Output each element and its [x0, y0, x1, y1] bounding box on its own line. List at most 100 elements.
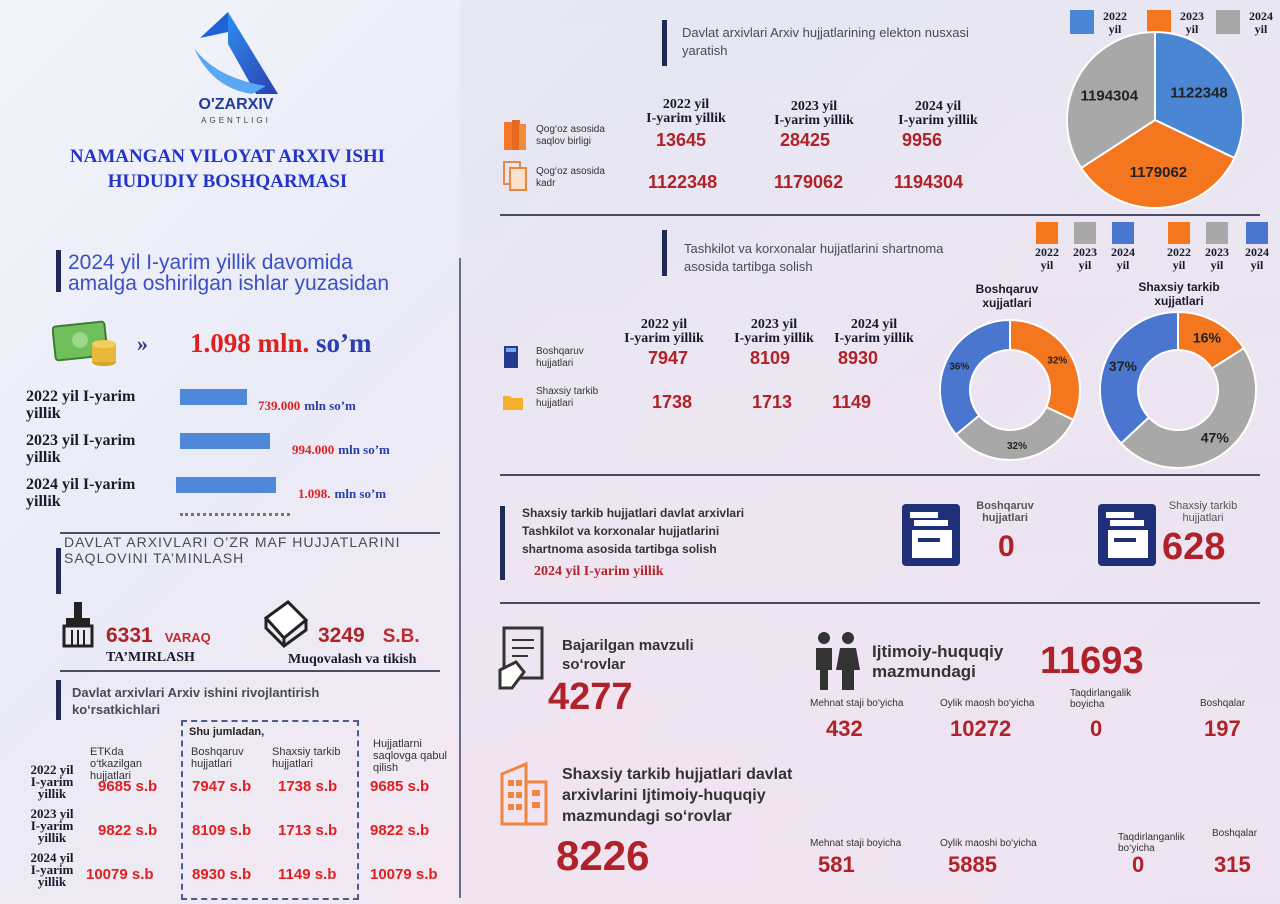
org-title: NAMANGAN VILOYAT ARXIV ISHI HUDUDIY BOSH…: [0, 144, 455, 194]
summary-row-value: 1.098. mln so’m: [298, 486, 386, 502]
pie-label: 32%: [1047, 355, 1067, 366]
folder-icon: [502, 392, 524, 417]
pie-label: 1194304: [1081, 87, 1139, 104]
org-title-line-2: HUDUDIY BOSHQARMASI: [107, 171, 348, 192]
legend-label-line-1: 2024: [1111, 245, 1135, 259]
stat-value: 197: [1204, 716, 1241, 741]
contracts-row-label: Boshqaruv hujjatlari: [536, 346, 584, 370]
brush-icon: [60, 600, 96, 655]
stat-label: Taqdirlanganlik bo‘yicha: [1118, 832, 1185, 854]
thematic-label-line-1: Bajarilgan mavzuli: [562, 637, 694, 654]
dev-row-year-line-2: I-yarim: [30, 818, 74, 833]
pie-label: 16%: [1193, 329, 1222, 345]
digital-row-label: Qog‘oz asosida saqlov birligi: [536, 124, 605, 148]
summary-row-label-line-1: 2022 yil I-yarim: [26, 388, 136, 405]
dev-cell: 9822 s.b: [370, 822, 430, 839]
logo-brand: O'ZARXIV: [198, 96, 274, 113]
section-marker: [500, 506, 505, 580]
dev-row-year-line-3: yillik: [37, 786, 67, 801]
contracts-rule: [500, 474, 1260, 476]
legend-swatch: [1036, 222, 1058, 244]
org-title-line-1: NAMANGAN VILOYAT ARXIV ISHI: [69, 146, 386, 167]
digital-year-header: 2024 yil I-yarim yillik: [884, 100, 992, 128]
stat-label-line-2: bo‘yicha: [1118, 843, 1155, 854]
donut-1-title-line-2: xujjatlari: [982, 296, 1032, 310]
summary-heading-line-2: amalga oshirilgan ishlar yuzasidan: [68, 272, 390, 295]
pie-label: 1179062: [1130, 164, 1188, 181]
section-marker: [662, 20, 667, 66]
legend-swatch: [1168, 222, 1190, 244]
summary-amount: 739.000: [258, 398, 301, 413]
pie-slice-2022-yil: [1009, 318, 1081, 422]
personnel-rule: [500, 602, 1260, 604]
personnel-label: Shaxsiy tarkib hujjatlari: [1162, 500, 1244, 524]
stat-value: 315: [1214, 852, 1251, 877]
digital-row-label: Qog‘oz asosida kadr: [536, 166, 605, 190]
contracts-row-label-line-1: Shaxsiy tarkib: [536, 386, 599, 397]
digital-cell: 1194304: [894, 172, 964, 192]
dev-row-year-line-1: 2022 yil: [30, 762, 74, 777]
legend-label: 2023 yil: [1175, 10, 1209, 36]
social-value: 11693: [1040, 640, 1144, 682]
boshqaruv-donut-chart: 32% 32% 36%: [939, 318, 1081, 461]
legend-label-line-2: yil: [1040, 258, 1054, 272]
stat-label-line-1: Taqdirlanganlik: [1118, 832, 1185, 843]
pie-slice-2023-yil: [954, 405, 1075, 461]
binding-value: 3249 S.B.: [318, 624, 420, 648]
contracts-year-header-line-2: I-yarim yillik: [624, 331, 704, 346]
summary-bar: [180, 433, 270, 449]
period-label: 2024 yil I-yarim yillik: [534, 564, 664, 579]
summary-row-label-line-1: 2023 yil I-yarim: [26, 432, 136, 449]
contracts-cell: 8930: [838, 348, 879, 368]
stat-label-line-1: Oylik maosh bo‘yicha: [940, 698, 1035, 709]
stat-label: Mehnat staji bo‘yicha: [810, 698, 903, 709]
pie-label: 47%: [1201, 429, 1230, 445]
dev-column-header: Boshqaruv hujjatlari: [191, 746, 244, 770]
digital-year-header-line-1: 2023 yil: [790, 99, 838, 114]
repair-value: 6331 VARAQ: [106, 624, 211, 648]
dev-row-year-line-3: yillik: [37, 830, 67, 845]
thematic-label: Bajarilgan mavzuli so‘rovlar: [562, 636, 694, 674]
digital-cell: 9956: [902, 130, 943, 150]
dev-cell: 9685 s.b: [98, 778, 158, 795]
stat-value: 0: [1090, 716, 1103, 741]
digital-year-header: 2023 yil I-yarim yillik: [760, 100, 868, 128]
legend-label-line-1: 2023: [1205, 245, 1229, 259]
shaxsiy-donut-chart: 16% 47% 37%: [1099, 310, 1257, 469]
summary-row-value: 739.000 mln so’m: [258, 398, 356, 414]
dotted-separator: [180, 513, 290, 516]
people-icon: [808, 630, 864, 697]
social-label-line-1: Ijtimoiy-huquqiy: [872, 642, 1004, 661]
digital-cell: 1179062: [774, 172, 844, 192]
social-label: Ijtimoiy-huquqiy mazmundagi: [872, 642, 1003, 682]
legend-label: 2024 yil: [1106, 246, 1140, 272]
legend-label-line-2: yil: [1210, 258, 1224, 272]
summary-amount: 1.098.: [298, 486, 331, 501]
sub-items-box: [181, 720, 359, 900]
dev-row-year-line-1: 2024 yil: [30, 850, 74, 865]
pie-label: 36%: [949, 362, 969, 373]
personnel-social-label-line-3: mazmundagi so‘rovlar: [562, 808, 732, 825]
contracts-heading-line-2: asosida tartibga solish: [684, 259, 813, 274]
contracts-year-header-line-1: 2022 yil: [640, 317, 688, 332]
dev-column-header: Hujjatlarni saqlovga qabul qilish: [373, 738, 448, 774]
development-heading: Davlat arxivlari Arxiv ishini rivojlanti…: [72, 684, 319, 718]
dev-cell: 7947 s.b: [192, 778, 252, 795]
pie-slice-2024-yil: [939, 318, 1011, 437]
restoration-heading-line-2: SAQLOVINI TA’MINLASH: [64, 550, 245, 566]
stat-label: Boshqalar: [1212, 828, 1257, 839]
digital-heading-line-1: Davlat arxivlari Arxiv hujjatlarining el…: [682, 25, 969, 40]
personnel-social-label-line-2: arxivlarini Ijtimoiy-huquqiy: [562, 787, 766, 804]
stat-value: 581: [818, 852, 855, 877]
stat-label-line-1: Oylik maoshi bo‘yicha: [940, 838, 1037, 849]
section-marker: [56, 680, 61, 720]
repair-unit: VARAQ: [164, 630, 211, 645]
stat-label: Oylik maoshi bo‘yicha: [940, 838, 1037, 849]
digital-row-label-line-2: kadr: [536, 178, 556, 189]
legend-label: 2022 yil: [1098, 10, 1132, 36]
column-divider: [459, 258, 461, 898]
dev-cell: 1149 s.b: [278, 866, 337, 883]
dev-cell: 9685 s.b: [370, 778, 430, 795]
archive-box-icon: [1094, 500, 1160, 575]
legend-swatch: [1216, 10, 1240, 34]
